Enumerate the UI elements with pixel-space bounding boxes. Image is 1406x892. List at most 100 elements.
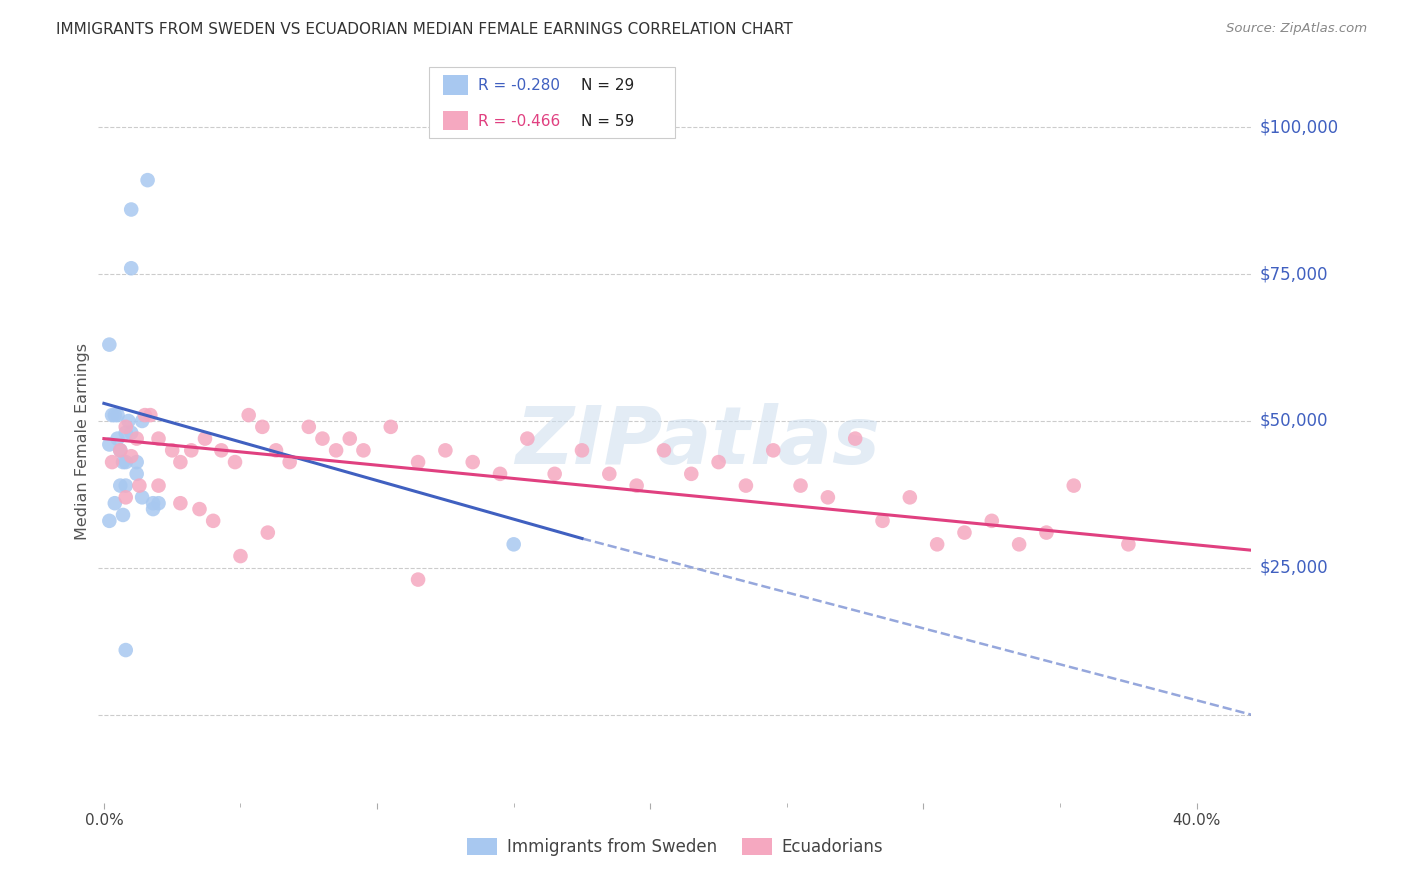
Point bbox=[125, 432, 148, 446]
Point bbox=[110, 478, 132, 492]
Point bbox=[434, 443, 457, 458]
Point bbox=[461, 455, 484, 469]
Text: ZIPatlas: ZIPatlas bbox=[516, 402, 880, 481]
Point bbox=[117, 414, 139, 428]
Point bbox=[131, 414, 153, 428]
Text: $100,000: $100,000 bbox=[1260, 119, 1339, 136]
Point bbox=[406, 573, 429, 587]
Point bbox=[598, 467, 620, 481]
Point bbox=[571, 443, 593, 458]
Point bbox=[224, 455, 246, 469]
Point bbox=[169, 496, 191, 510]
Point bbox=[789, 478, 811, 492]
Text: N = 59: N = 59 bbox=[581, 113, 634, 128]
Text: N = 29: N = 29 bbox=[581, 78, 634, 93]
Point bbox=[707, 455, 730, 469]
Point bbox=[953, 525, 976, 540]
Point bbox=[120, 202, 142, 217]
Point bbox=[352, 443, 374, 458]
Point bbox=[139, 408, 162, 422]
Point bbox=[844, 432, 866, 446]
Point bbox=[1063, 478, 1085, 492]
Text: R = -0.466: R = -0.466 bbox=[478, 113, 560, 128]
Point bbox=[114, 425, 136, 440]
Point bbox=[148, 478, 170, 492]
Point bbox=[1008, 537, 1031, 551]
Point bbox=[136, 173, 159, 187]
Point bbox=[927, 537, 949, 551]
Point bbox=[101, 455, 124, 469]
Point bbox=[111, 508, 134, 522]
Point bbox=[1118, 537, 1140, 551]
Text: $50,000: $50,000 bbox=[1260, 412, 1329, 430]
Point bbox=[502, 537, 524, 551]
Point bbox=[148, 496, 170, 510]
Legend: Immigrants from Sweden, Ecuadorians: Immigrants from Sweden, Ecuadorians bbox=[460, 831, 890, 863]
Point bbox=[311, 432, 333, 446]
Point bbox=[278, 455, 301, 469]
Point bbox=[98, 337, 121, 351]
Point bbox=[125, 467, 148, 481]
Point bbox=[898, 491, 921, 505]
Text: $25,000: $25,000 bbox=[1260, 558, 1329, 577]
Point bbox=[681, 467, 703, 481]
Point bbox=[980, 514, 1002, 528]
Point bbox=[380, 420, 402, 434]
Point bbox=[114, 455, 136, 469]
Point bbox=[114, 643, 136, 657]
Point bbox=[142, 496, 165, 510]
Point bbox=[111, 455, 134, 469]
Point bbox=[229, 549, 252, 563]
Point bbox=[652, 443, 675, 458]
Point bbox=[194, 432, 217, 446]
Text: $75,000: $75,000 bbox=[1260, 265, 1329, 283]
Point bbox=[1035, 525, 1057, 540]
Point bbox=[120, 261, 142, 276]
Point bbox=[98, 437, 121, 451]
Point bbox=[110, 443, 132, 458]
Point bbox=[98, 514, 121, 528]
Point bbox=[125, 455, 148, 469]
Point bbox=[339, 432, 361, 446]
Point bbox=[626, 478, 648, 492]
Point bbox=[114, 478, 136, 492]
Text: Source: ZipAtlas.com: Source: ZipAtlas.com bbox=[1226, 22, 1367, 36]
Point bbox=[128, 478, 150, 492]
Point bbox=[735, 478, 758, 492]
Point bbox=[544, 467, 567, 481]
Point bbox=[180, 443, 202, 458]
Point bbox=[107, 432, 129, 446]
Point bbox=[104, 496, 127, 510]
Point bbox=[131, 491, 153, 505]
Point bbox=[148, 432, 170, 446]
Point bbox=[872, 514, 894, 528]
Y-axis label: Median Female Earnings: Median Female Earnings bbox=[75, 343, 90, 540]
Point bbox=[489, 467, 512, 481]
Point bbox=[120, 449, 142, 463]
Point bbox=[406, 455, 429, 469]
Point bbox=[120, 425, 142, 440]
Point bbox=[252, 420, 274, 434]
Point bbox=[325, 443, 347, 458]
Point bbox=[238, 408, 260, 422]
Point bbox=[114, 420, 136, 434]
Point bbox=[298, 420, 321, 434]
Point bbox=[188, 502, 211, 516]
Point bbox=[110, 443, 132, 458]
Point bbox=[264, 443, 287, 458]
Point bbox=[142, 502, 165, 516]
Point bbox=[169, 455, 191, 469]
Point bbox=[202, 514, 225, 528]
Point bbox=[107, 408, 129, 422]
Point bbox=[209, 443, 232, 458]
Point bbox=[516, 432, 538, 446]
Text: R = -0.280: R = -0.280 bbox=[478, 78, 560, 93]
Point bbox=[104, 408, 127, 422]
Point bbox=[134, 408, 156, 422]
Point bbox=[160, 443, 183, 458]
Point bbox=[256, 525, 278, 540]
Point bbox=[101, 408, 124, 422]
Point bbox=[762, 443, 785, 458]
Text: IMMIGRANTS FROM SWEDEN VS ECUADORIAN MEDIAN FEMALE EARNINGS CORRELATION CHART: IMMIGRANTS FROM SWEDEN VS ECUADORIAN MED… bbox=[56, 22, 793, 37]
Point bbox=[817, 491, 839, 505]
